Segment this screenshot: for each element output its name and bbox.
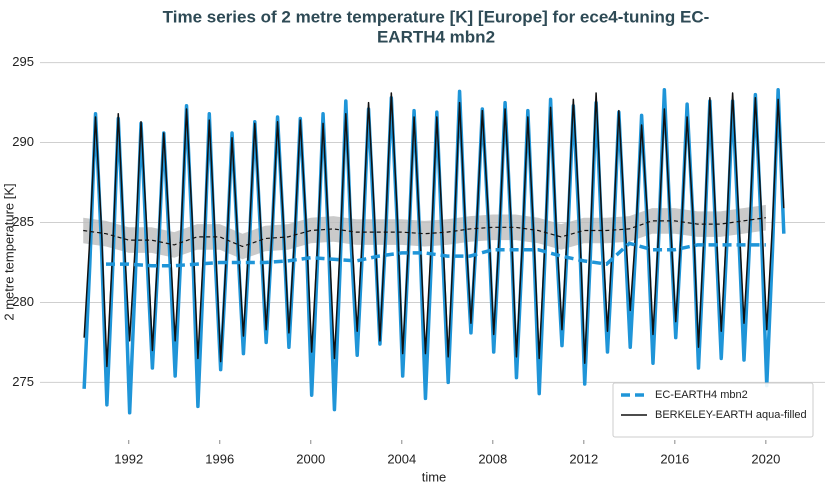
x-tick-label: 2012 — [569, 451, 598, 466]
legend-box — [612, 382, 814, 438]
uncertainty-band — [83, 204, 766, 260]
x-axis-label: time — [422, 469, 447, 484]
y-axis-label: 2 metre temperature [K] — [1, 183, 16, 320]
y-tick-label: 295 — [12, 54, 34, 69]
running-mean-line — [105, 241, 766, 268]
chart-title: EARTH4 mbn2 — [377, 27, 495, 46]
legend-label: EC-EARTH4 mbn2 — [655, 389, 748, 401]
y-tick-label: 290 — [12, 134, 34, 149]
x-tick-label: 2016 — [660, 451, 689, 466]
legend: EC-EARTH4 mbn2 BERKELEY-EARTH aqua-filled — [612, 382, 814, 438]
x-tick-label: 2008 — [478, 451, 507, 466]
x-tick-label: 2020 — [751, 451, 780, 466]
y-tick-label: 275 — [12, 374, 34, 389]
series-line — [83, 92, 785, 368]
legend-label: BERKELEY-EARTH aqua-filled — [655, 409, 807, 421]
x-tick-label: 2000 — [296, 451, 325, 466]
x-tick-label: 2004 — [387, 451, 416, 466]
chart-title: Time series of 2 metre temperature [K] [… — [163, 7, 710, 26]
x-tick-label: 1992 — [114, 451, 143, 466]
y-tick-label: 285 — [12, 214, 34, 229]
x-tick-label: 1996 — [205, 451, 234, 466]
y-tick-label: 280 — [12, 294, 34, 309]
